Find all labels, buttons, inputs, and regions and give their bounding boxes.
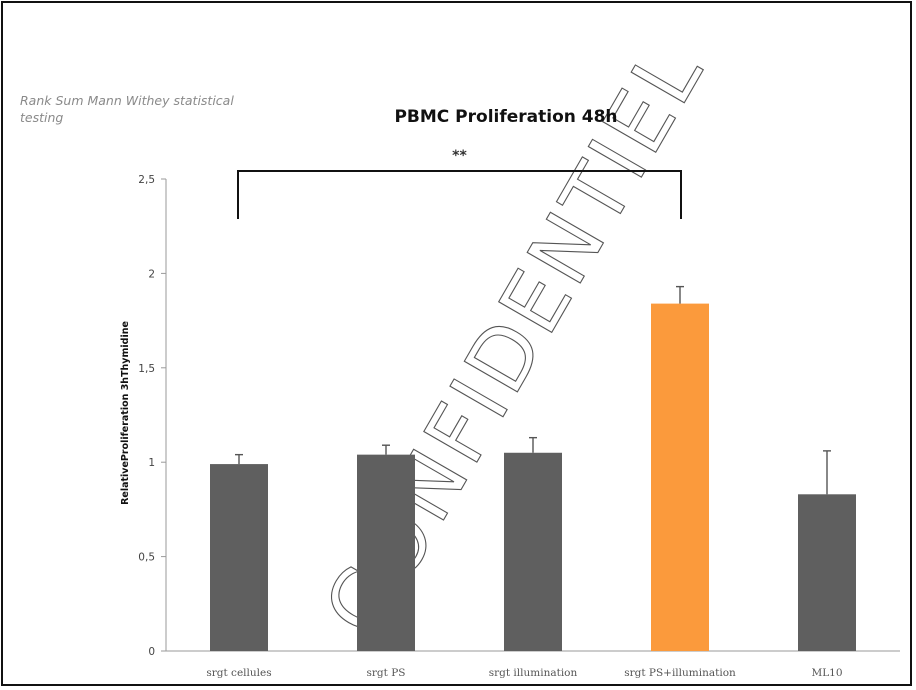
x-tick-label: srgt PS+illumination — [624, 667, 736, 679]
y-tick-label: 2,5 — [138, 174, 155, 186]
x-tick-label: ML10 — [811, 667, 842, 679]
y-axis-label: RelativeProliferation 3hThymidine — [120, 321, 131, 505]
bar — [357, 454, 415, 651]
bar — [504, 452, 562, 651]
bracket-line — [237, 170, 682, 219]
statistical-note: Rank Sum Mann Withey statistical testing — [20, 93, 234, 125]
y-tick-label: 1 — [148, 457, 155, 469]
bar — [651, 303, 709, 651]
x-tick-label: srgt illumination — [489, 667, 578, 679]
chart-title: PBMC Proliferation 48h — [394, 107, 617, 127]
significance-label: ** — [452, 148, 467, 164]
x-tick-label: srgt cellules — [206, 667, 271, 679]
bar — [210, 464, 268, 651]
significance-bracket: ** — [237, 148, 682, 219]
x-tick-label: srgt PS — [367, 667, 406, 679]
y-tick-label: 2 — [148, 268, 155, 280]
bars: srgt cellules srgt PS srgt illumination srg… — [206, 285, 856, 679]
y-tick-label: 0,5 — [138, 552, 155, 564]
y-tick-label: 1,5 — [138, 363, 155, 375]
bar — [798, 494, 856, 651]
y-tick-label: 0 — [148, 646, 155, 658]
